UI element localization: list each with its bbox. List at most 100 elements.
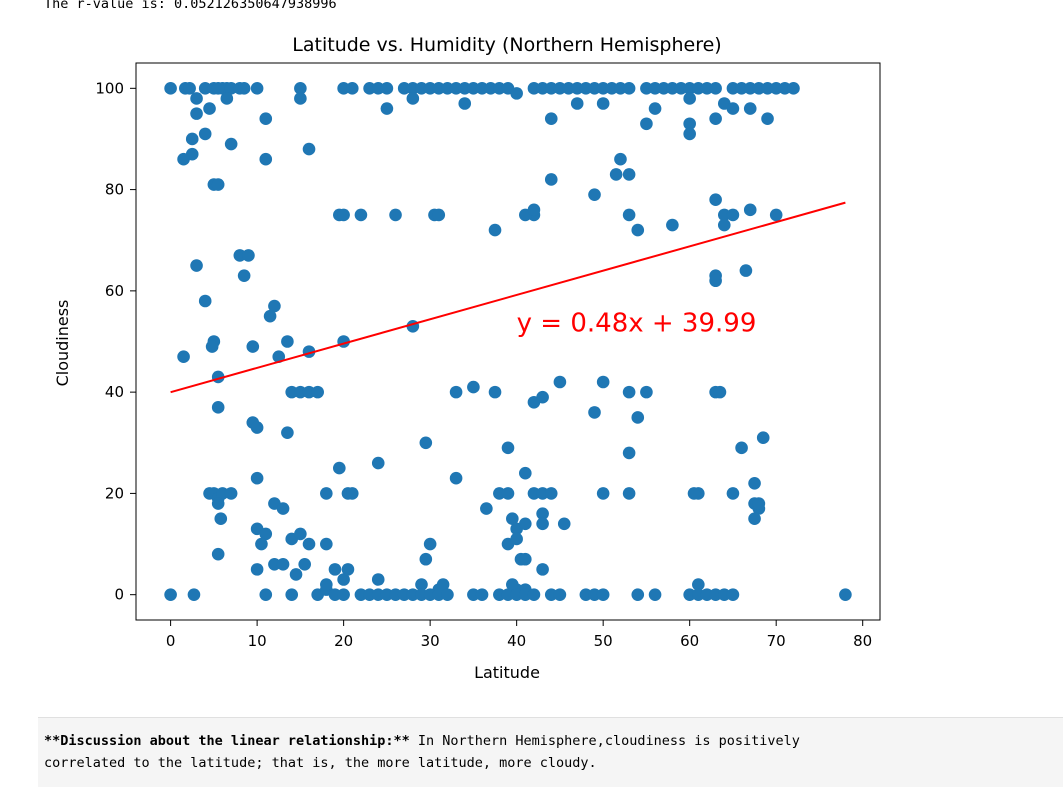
- data-point: [527, 203, 541, 217]
- data-point: [255, 537, 268, 551]
- data-point: [214, 512, 228, 526]
- data-point: [709, 588, 722, 601]
- data-point: [183, 82, 196, 95]
- data-point: [588, 188, 601, 201]
- data-point: [769, 82, 783, 95]
- data-point: [692, 82, 705, 95]
- data-point: [622, 168, 636, 181]
- data-point: [553, 82, 567, 95]
- data-point: [211, 497, 225, 510]
- data-point: [458, 82, 472, 95]
- data-point: [328, 563, 342, 576]
- regression-equation: y = 0.48x + 39.99: [517, 308, 757, 338]
- axes-layer: 0 10 20 30 40 50 60 70 80 0 20 40 60 80 100: [95, 62, 881, 650]
- data-point: [415, 578, 428, 591]
- data-point: [557, 517, 571, 531]
- data-point: [488, 385, 502, 399]
- data-point: [761, 82, 774, 95]
- data-point: [570, 82, 584, 95]
- data-point: [419, 436, 433, 450]
- regression-layer: [170, 201, 846, 394]
- plot-frame: [135, 62, 881, 621]
- data-point: [501, 487, 515, 500]
- data-point: [333, 461, 346, 475]
- data-point: [441, 82, 454, 95]
- data-point: [475, 82, 489, 95]
- data-point: [683, 92, 696, 105]
- data-point: [709, 82, 722, 95]
- data-point: [596, 82, 610, 95]
- data-point: [713, 385, 727, 399]
- data-point: [519, 552, 532, 566]
- data-point: [735, 441, 748, 455]
- data-point: [371, 456, 385, 470]
- data-point: [354, 208, 368, 222]
- data-point: [250, 563, 264, 576]
- data-point: [406, 588, 420, 601]
- data-point: [622, 487, 636, 500]
- data-point: [605, 82, 619, 95]
- x-tick-label: 20: [334, 632, 353, 650]
- data-point: [717, 208, 731, 222]
- data-point: [510, 532, 523, 546]
- data-point: [519, 466, 532, 480]
- data-point: [371, 588, 385, 601]
- data-point: [475, 588, 489, 601]
- data-point: [285, 588, 299, 601]
- data-point: [449, 385, 463, 399]
- data-point: [674, 82, 688, 95]
- data-point: [480, 502, 493, 515]
- data-point: [700, 588, 714, 601]
- data-point: [467, 380, 480, 394]
- data-point: [354, 588, 368, 601]
- data-point: [596, 588, 610, 601]
- data-point: [488, 223, 502, 237]
- data-point: [527, 487, 541, 500]
- data-point: [190, 259, 203, 272]
- data-point: [268, 299, 281, 313]
- data-point: [536, 487, 549, 500]
- data-point: [211, 401, 225, 414]
- data-point: [419, 552, 433, 566]
- data-point: [302, 385, 316, 399]
- y-tick-label: 20: [105, 484, 124, 502]
- data-point: [198, 82, 212, 95]
- data-point: [544, 82, 558, 95]
- data-point: [562, 82, 575, 95]
- data-point: [281, 335, 294, 348]
- data-point: [441, 588, 454, 601]
- data-point: [311, 385, 324, 399]
- data-point: [341, 563, 355, 576]
- y-tick-label: 60: [105, 282, 124, 300]
- data-point: [666, 218, 679, 232]
- data-point: [596, 487, 610, 500]
- y-tick-label: 100: [95, 79, 124, 97]
- data-point: [739, 264, 753, 277]
- data-point: [596, 97, 610, 110]
- data-point: [337, 573, 350, 586]
- data-point: [423, 82, 437, 95]
- data-point: [276, 502, 290, 515]
- y-axis-label: Cloudiness: [53, 300, 72, 387]
- data-point: [211, 178, 225, 191]
- data-point: [337, 208, 350, 222]
- data-point: [692, 588, 705, 601]
- chart-title: Latitude vs. Humidity (Northern Hemisphe…: [292, 34, 721, 56]
- data-point: [709, 193, 722, 207]
- data-point: [527, 588, 541, 601]
- data-point: [778, 82, 792, 95]
- data-point: [536, 563, 549, 576]
- data-point: [631, 411, 645, 424]
- data-point: [536, 517, 549, 531]
- data-point: [553, 588, 567, 601]
- data-point: [302, 537, 316, 551]
- y-tick-label: 40: [105, 383, 124, 401]
- data-point: [536, 82, 549, 95]
- y-tick-label: 80: [105, 181, 124, 199]
- data-point: [579, 82, 593, 95]
- data-point: [726, 208, 740, 222]
- data-point: [692, 578, 705, 591]
- data-point: [622, 446, 636, 460]
- x-tick-label: 40: [507, 632, 526, 650]
- data-point: [683, 127, 696, 141]
